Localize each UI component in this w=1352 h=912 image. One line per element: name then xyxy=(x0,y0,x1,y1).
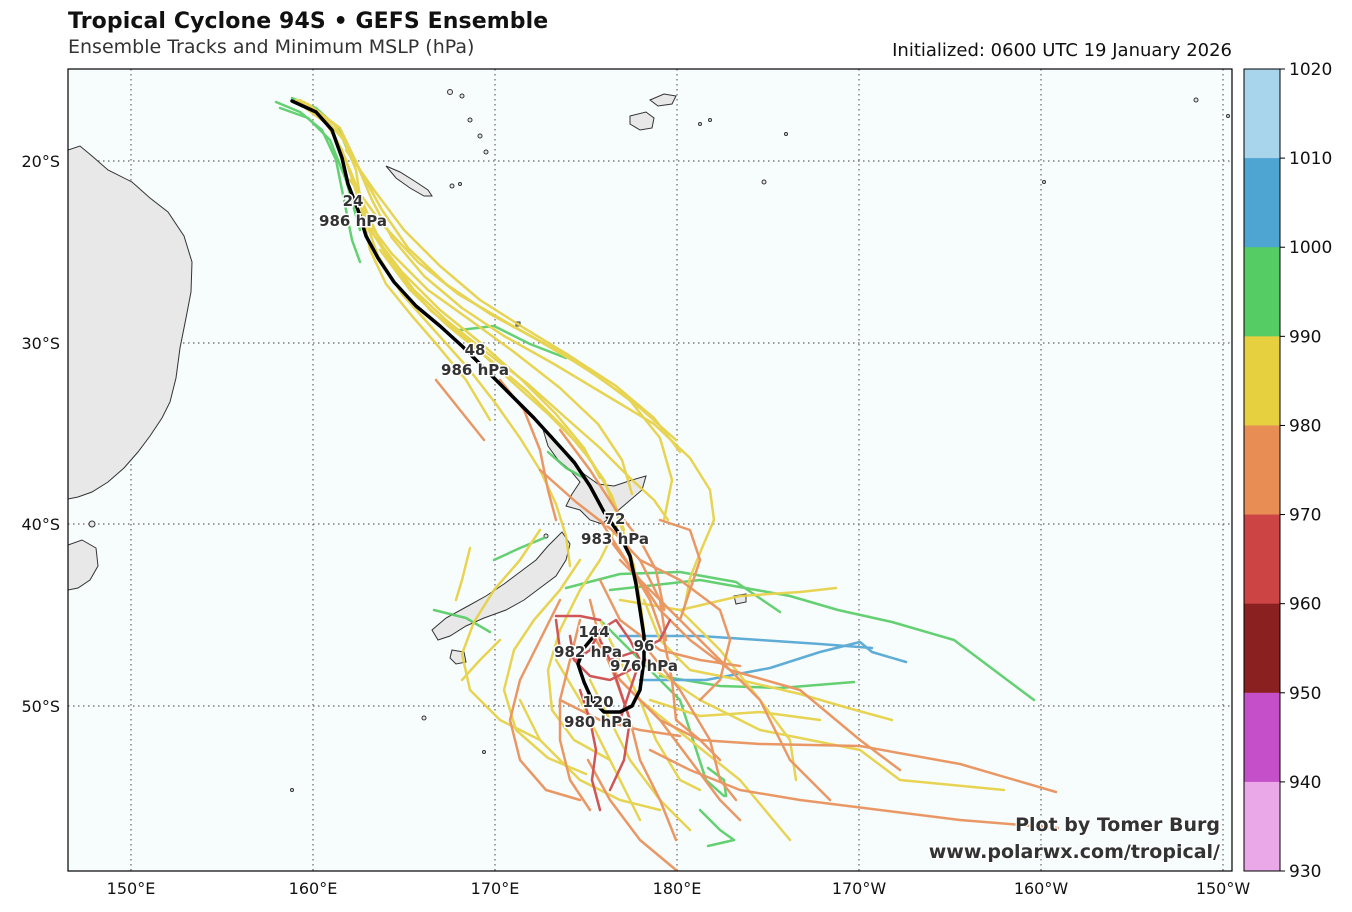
init-time: Initialized: 0600 UTC 19 January 2026 xyxy=(892,40,1232,61)
credit-url: www.polarwx.com/tropical/ xyxy=(929,841,1220,863)
label-hour-120: 120 xyxy=(582,693,613,711)
lat-label: 50°S xyxy=(21,697,60,716)
lon-label: 170°W xyxy=(832,879,887,898)
colorbar-tick-label: 990 xyxy=(1289,327,1321,347)
colorbar-tick-label: 1010 xyxy=(1289,149,1332,169)
colorbar-tick-label: 1020 xyxy=(1289,60,1332,80)
tasmania xyxy=(68,539,99,591)
gridlines xyxy=(68,69,1232,871)
colorbar-swatch xyxy=(1244,514,1280,605)
colorbar-swatch xyxy=(1244,781,1280,872)
colorbar-tick-label: 970 xyxy=(1289,506,1321,526)
colorbar-tick-label: 1000 xyxy=(1289,238,1332,258)
tracks-960-970 xyxy=(554,614,672,812)
tracks-1000-1010 xyxy=(618,634,908,682)
ocean-background xyxy=(68,69,1232,871)
label-hour-24: 24 xyxy=(343,192,364,210)
colorbar-swatch xyxy=(1244,425,1280,516)
colorbar-tick-label: 950 xyxy=(1289,684,1321,704)
chart-subtitle: Ensemble Tracks and Minimum MSLP (hPa) xyxy=(68,36,475,58)
lon-label: 150°W xyxy=(1196,879,1251,898)
label-pressure-72: 983 hPa xyxy=(581,530,649,548)
label-hour-144: 144 xyxy=(578,623,609,641)
label-pressure-96: 976 hPa xyxy=(610,657,678,675)
label-hour-96: 96 xyxy=(634,637,655,655)
lon-label: 160°E xyxy=(289,879,338,898)
colorbar-tick-label: 940 xyxy=(1289,773,1321,793)
fiji-viti-levu xyxy=(629,111,655,131)
landmasses xyxy=(68,93,747,665)
new-caledonia xyxy=(385,165,433,197)
chart-title: Tropical Cyclone 94S • GEFS Ensemble xyxy=(68,9,549,34)
mean-track-labels: 24 986 hPa 48 986 hPa 72 983 hPa 96 976 … xyxy=(318,191,680,733)
colorbar-tick-label: 960 xyxy=(1289,595,1321,615)
lon-label: 160°W xyxy=(1014,879,1069,898)
label-pressure-48: 986 hPa xyxy=(441,361,509,379)
colorbar-tick-label: 980 xyxy=(1289,416,1321,436)
lat-label: 30°S xyxy=(21,334,60,353)
colorbar-swatch xyxy=(1244,692,1280,783)
fiji-vanua-levu xyxy=(649,93,677,107)
latitude-labels: 20°S 30°S 40°S 50°S xyxy=(21,152,60,716)
colorbar-swatch xyxy=(1244,336,1280,426)
small-islands xyxy=(88,89,1230,792)
australia xyxy=(68,145,193,500)
label-hour-72: 72 xyxy=(605,510,626,528)
lon-label: 170°E xyxy=(471,879,520,898)
ensemble-mean-track xyxy=(290,99,646,714)
colorbar-swatch xyxy=(1244,69,1280,159)
colorbar-frame xyxy=(1243,68,1281,872)
label-pressure-144: 982 hPa xyxy=(554,643,622,661)
colorbar-swatch xyxy=(1244,158,1280,248)
colorbar: 1020 1010 1000 990 980 970 960 950 940 930 xyxy=(1243,60,1332,882)
lat-label: 20°S xyxy=(21,152,60,171)
lon-label: 150°E xyxy=(107,879,156,898)
lat-label: 40°S xyxy=(21,515,60,534)
map-frame xyxy=(67,68,1233,872)
credit: Plot by Tomer Burg www.polarwx.com/tropi… xyxy=(927,813,1221,865)
label-pressure-120: 980 hPa xyxy=(564,713,632,731)
colorbar-swatch xyxy=(1244,603,1280,694)
colorbar-tick-label: 930 xyxy=(1289,862,1321,882)
label-hour-48: 48 xyxy=(465,341,486,359)
lon-label: 180°E xyxy=(653,879,702,898)
nz-south-island xyxy=(431,531,571,641)
longitude-labels: 150°E 160°E 170°E 180°E 170°W 160°W 150°… xyxy=(107,879,1251,898)
credit-author: Plot by Tomer Burg xyxy=(1015,814,1220,836)
label-pressure-24: 986 hPa xyxy=(319,212,387,230)
colorbar-swatch xyxy=(1244,247,1280,337)
